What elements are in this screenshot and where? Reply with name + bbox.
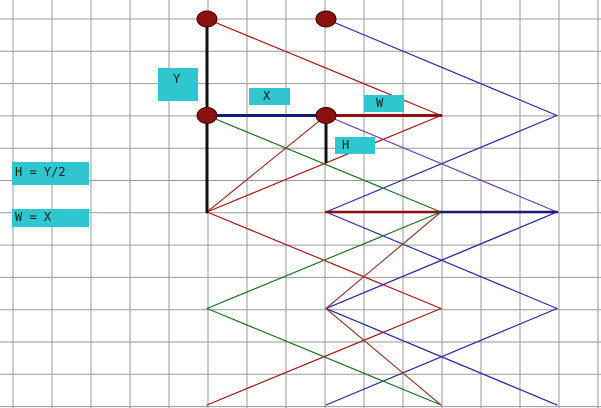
label-x: X bbox=[249, 88, 290, 105]
formula-h: H = Y/2 bbox=[12, 162, 89, 185]
zigzag-blue-lower bbox=[325, 307, 558, 406]
zigzag-brown bbox=[206, 114, 327, 213]
label-y-text: Y bbox=[173, 72, 181, 86]
formula-h-text: H = Y/2 bbox=[15, 165, 66, 179]
zigzag-green bbox=[206, 211, 442, 310]
label-h-text: H bbox=[342, 138, 350, 152]
label-w: W bbox=[364, 95, 404, 112]
zigzag-blue bbox=[325, 18, 558, 117]
label-w-text: W bbox=[376, 96, 384, 110]
node-circle bbox=[196, 10, 218, 28]
node-circle bbox=[196, 107, 218, 124]
zigzag-brown-lower bbox=[325, 307, 442, 406]
formula-w-text: W = X bbox=[15, 210, 52, 224]
label-y: Y bbox=[158, 68, 198, 101]
nodes bbox=[196, 10, 337, 124]
zigzag-brown-lower bbox=[325, 211, 442, 310]
zigzag-green bbox=[206, 114, 442, 213]
node-circle bbox=[315, 107, 337, 124]
formula-w: W = X bbox=[12, 209, 89, 227]
zigzag-green bbox=[206, 307, 442, 406]
zigzag-purple bbox=[325, 114, 558, 213]
label-h: H bbox=[335, 137, 375, 154]
zigzag-lines bbox=[206, 18, 558, 406]
node-circle bbox=[315, 10, 337, 28]
zigzag-blue-lower bbox=[325, 211, 558, 310]
zigzag-red bbox=[206, 18, 442, 117]
label-x-text: X bbox=[263, 89, 271, 103]
